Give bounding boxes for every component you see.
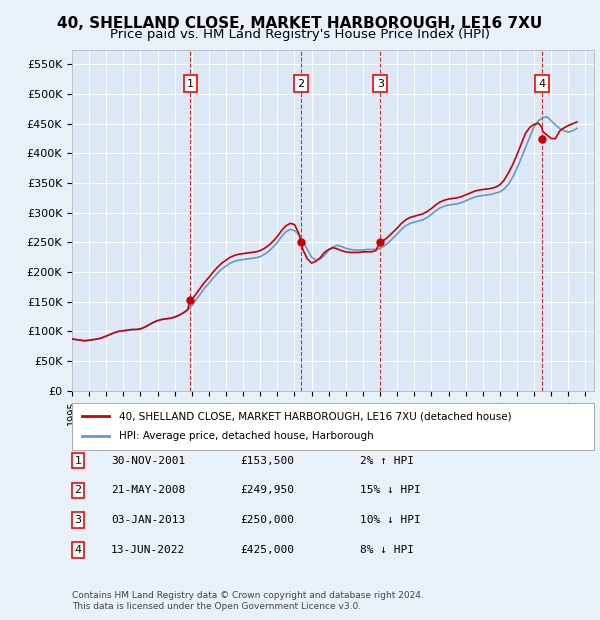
Text: 2: 2 <box>74 485 82 495</box>
Text: £425,000: £425,000 <box>240 545 294 555</box>
Text: £153,500: £153,500 <box>240 456 294 466</box>
Text: 40, SHELLAND CLOSE, MARKET HARBOROUGH, LE16 7XU (detached house): 40, SHELLAND CLOSE, MARKET HARBOROUGH, L… <box>119 411 512 421</box>
Text: £250,000: £250,000 <box>240 515 294 525</box>
Text: 8% ↓ HPI: 8% ↓ HPI <box>360 545 414 555</box>
Text: 13-JUN-2022: 13-JUN-2022 <box>111 545 185 555</box>
Text: 40, SHELLAND CLOSE, MARKET HARBOROUGH, LE16 7XU: 40, SHELLAND CLOSE, MARKET HARBOROUGH, L… <box>58 16 542 30</box>
Text: 4: 4 <box>74 545 82 555</box>
Text: 1: 1 <box>187 79 194 89</box>
Text: 10% ↓ HPI: 10% ↓ HPI <box>360 515 421 525</box>
Text: 4: 4 <box>538 79 545 89</box>
Text: 21-MAY-2008: 21-MAY-2008 <box>111 485 185 495</box>
Text: £249,950: £249,950 <box>240 485 294 495</box>
Text: 2: 2 <box>298 79 305 89</box>
Text: 30-NOV-2001: 30-NOV-2001 <box>111 456 185 466</box>
Text: 1: 1 <box>74 456 82 466</box>
Text: 2% ↑ HPI: 2% ↑ HPI <box>360 456 414 466</box>
Text: Price paid vs. HM Land Registry's House Price Index (HPI): Price paid vs. HM Land Registry's House … <box>110 28 490 41</box>
Text: 3: 3 <box>74 515 82 525</box>
Text: Contains HM Land Registry data © Crown copyright and database right 2024.
This d: Contains HM Land Registry data © Crown c… <box>72 591 424 611</box>
Text: 15% ↓ HPI: 15% ↓ HPI <box>360 485 421 495</box>
Text: 3: 3 <box>377 79 384 89</box>
Text: 03-JAN-2013: 03-JAN-2013 <box>111 515 185 525</box>
Text: HPI: Average price, detached house, Harborough: HPI: Average price, detached house, Harb… <box>119 432 374 441</box>
